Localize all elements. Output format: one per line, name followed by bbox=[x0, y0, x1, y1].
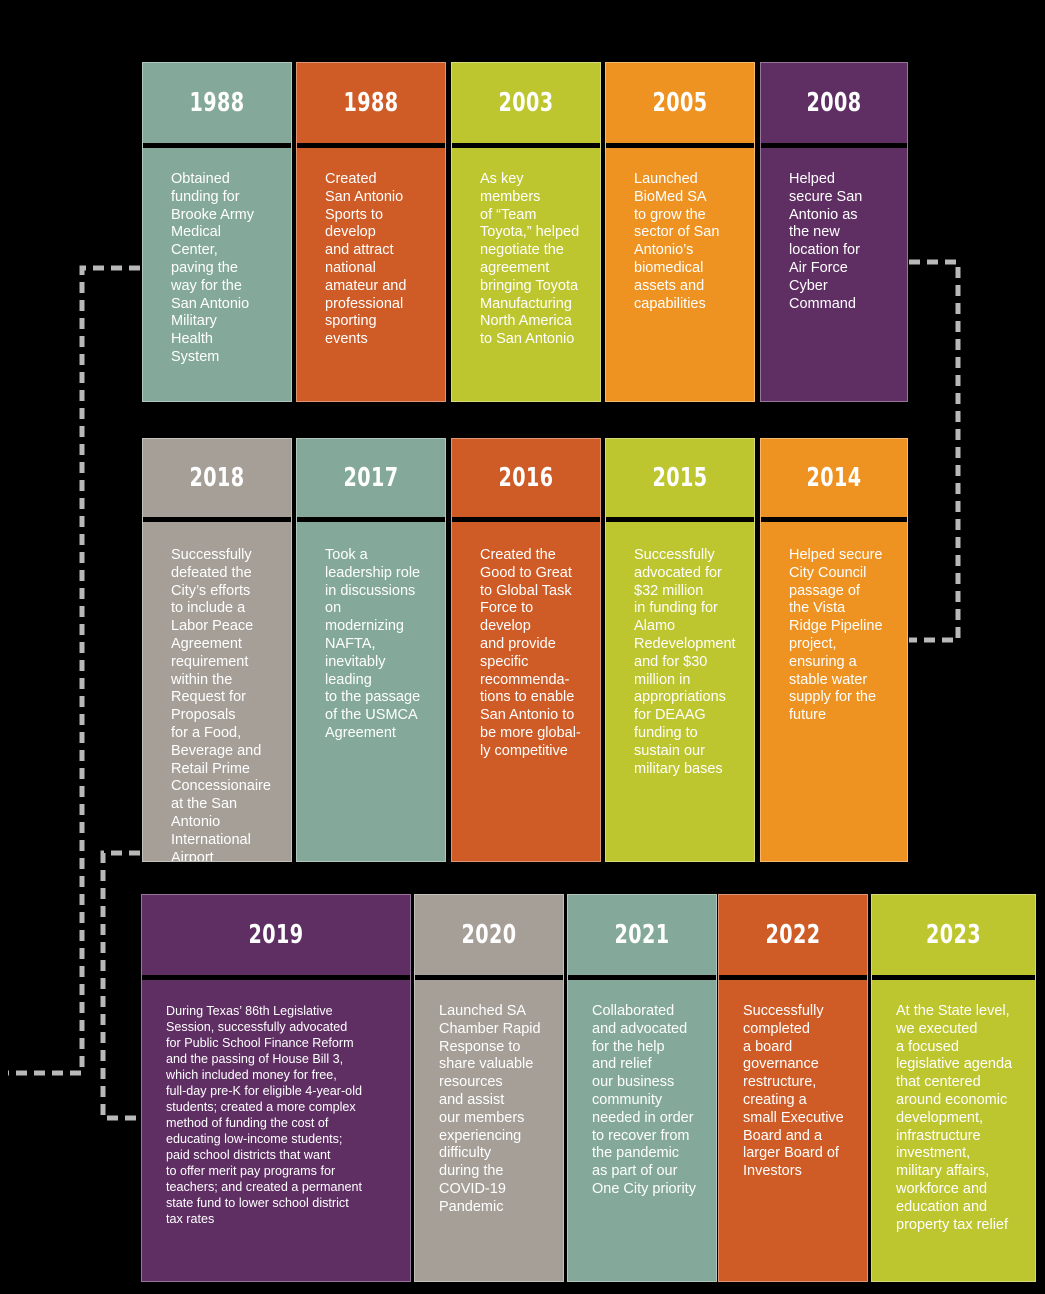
timeline-card-2008: 2008 Helped secure San Antonio as the new… bbox=[760, 62, 908, 402]
header-divider bbox=[452, 143, 600, 148]
milestone-description: Launched BioMed SA to grow the sector of… bbox=[634, 171, 720, 312]
timeline-card-1988: 1988 Created San Antonio Sports to develo… bbox=[296, 62, 446, 402]
milestone-description: Collaborated and advocated for the help … bbox=[592, 1003, 696, 1197]
header-divider bbox=[761, 517, 907, 522]
milestone-description: Helped secure City Council passage of th… bbox=[789, 547, 883, 724]
milestone-description: Took a leadership role in discussions on… bbox=[325, 547, 421, 741]
milestone-description: Successfully advocated for $32 million i… bbox=[634, 547, 736, 777]
year-label: 2021 bbox=[614, 920, 670, 950]
header-divider bbox=[142, 975, 410, 980]
connector-left-inner bbox=[100, 850, 140, 1121]
timeline-card-2005: 2005 Launched BioMed SA to grow the secto… bbox=[605, 62, 755, 402]
milestone-description: Created the Good to Great to Global Task… bbox=[480, 547, 581, 759]
year-label: 2018 bbox=[189, 463, 245, 493]
timeline-card-2021: 2021 Collaborated and advocated for the h… bbox=[567, 894, 717, 1282]
timeline-card-2022: 2022 Successfully completed a board gover… bbox=[718, 894, 868, 1282]
year-label: 1988 bbox=[189, 88, 245, 118]
timeline-card-2020: 2020 Launched SA Chamber Rapid Response t… bbox=[414, 894, 564, 1282]
header-divider bbox=[143, 143, 291, 148]
milestone-description: At the State level, we executed a focuse… bbox=[896, 1003, 1013, 1233]
header-divider bbox=[143, 517, 291, 522]
timeline-card-2016: 2016 Created the Good to Great to Global … bbox=[451, 438, 601, 862]
header-divider bbox=[761, 143, 907, 148]
year-label: 2005 bbox=[652, 88, 708, 118]
header-divider bbox=[606, 143, 754, 148]
timeline-card-1988: 1988 Obtained funding for Brooke Army Med… bbox=[142, 62, 292, 402]
timeline-card-2019: 2019 During Texas’ 86th Legislative Sessi… bbox=[141, 894, 411, 1282]
year-label: 2008 bbox=[806, 88, 862, 118]
milestone-description: During Texas’ 86th Legislative Session, … bbox=[166, 1004, 363, 1226]
header-divider bbox=[415, 975, 563, 980]
timeline-card-2023: 2023 At the State level, we executed a fo… bbox=[871, 894, 1036, 1282]
timeline-card-2015: 2015 Successfully advocated for $32 milli… bbox=[605, 438, 755, 862]
header-divider bbox=[297, 143, 445, 148]
header-divider bbox=[452, 517, 600, 522]
year-label: 2019 bbox=[248, 920, 304, 950]
year-label: 2017 bbox=[343, 463, 399, 493]
header-divider bbox=[719, 975, 867, 980]
connector-right bbox=[909, 259, 961, 643]
timeline-card-2003: 2003 As key members of “Team Toyota,” hel… bbox=[451, 62, 601, 402]
year-label: 2022 bbox=[765, 920, 821, 950]
year-label: 2020 bbox=[461, 920, 517, 950]
timeline-card-2017: 2017 Took a leadership role in discussion… bbox=[296, 438, 446, 862]
milestone-description: Created San Antonio Sports to develop an… bbox=[325, 171, 407, 348]
year-label: 2015 bbox=[652, 463, 708, 493]
year-label: 2016 bbox=[498, 463, 554, 493]
year-label: 2023 bbox=[925, 920, 982, 950]
connector-left-outer bbox=[8, 265, 140, 1076]
milestone-description: Successfully defeated the City’s efforts… bbox=[171, 547, 271, 862]
milestone-description: Successfully completed a board governanc… bbox=[743, 1003, 844, 1180]
header-divider bbox=[872, 975, 1035, 980]
year-label: 2003 bbox=[498, 88, 554, 118]
milestone-description: Launched SA Chamber Rapid Response to sh… bbox=[439, 1003, 541, 1215]
year-label: 2014 bbox=[806, 463, 862, 493]
milestone-description: Helped secure San Antonio as the new loc… bbox=[789, 171, 863, 312]
header-divider bbox=[568, 975, 716, 980]
timeline-card-2014: 2014 Helped secure City Council passage o… bbox=[760, 438, 908, 862]
header-divider bbox=[297, 517, 445, 522]
timeline-card-2018: 2018 Successfully defeated the City’s eff… bbox=[142, 438, 292, 862]
milestone-description: As key members of “Team Toyota,” helped … bbox=[480, 171, 580, 348]
milestone-description: Obtained funding for Brooke Army Medical… bbox=[171, 171, 254, 365]
year-label: 1988 bbox=[343, 88, 399, 118]
header-divider bbox=[606, 517, 754, 522]
